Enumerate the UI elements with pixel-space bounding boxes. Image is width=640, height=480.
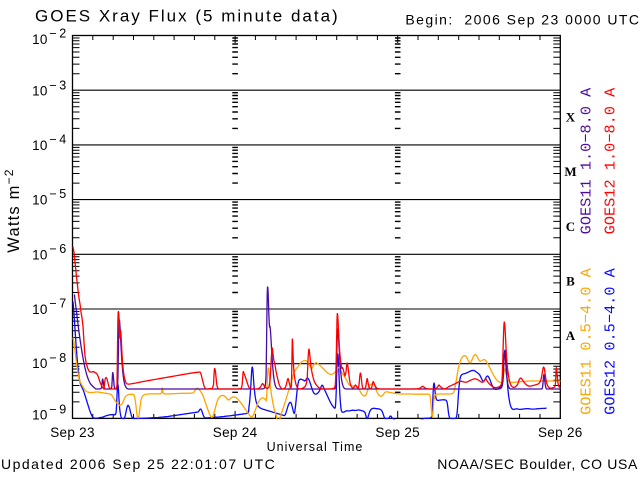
svg-text:10: 10 <box>32 356 48 371</box>
svg-text:−3: −3 <box>49 78 68 92</box>
svg-text:−9: −9 <box>49 402 68 416</box>
svg-text:10: 10 <box>32 408 48 423</box>
svg-text:X: X <box>566 110 576 125</box>
svg-text:−6: −6 <box>49 242 68 256</box>
svg-text:GOES11 1.0−8.0 A: GOES11 1.0−8.0 A <box>577 87 595 234</box>
svg-text:M: M <box>564 164 576 179</box>
svg-text:Begin: 2006 Sep 23 0000 UTC: Begin: 2006 Sep 23 0000 UTC <box>405 11 640 27</box>
svg-text:Sep 23: Sep 23 <box>50 425 95 440</box>
svg-text:10: 10 <box>32 302 48 317</box>
svg-text:Sep 25: Sep 25 <box>375 425 420 440</box>
svg-text:A: A <box>566 328 576 343</box>
svg-text:−5: −5 <box>49 187 68 201</box>
svg-text:Universal Time: Universal Time <box>267 440 364 454</box>
svg-text:Sep 24: Sep 24 <box>213 425 258 440</box>
svg-text:10: 10 <box>32 84 48 99</box>
svg-text:GOES Xray Flux (5 minute data): GOES Xray Flux (5 minute data) <box>35 7 340 26</box>
svg-text:−8: −8 <box>49 351 68 365</box>
svg-text:−2: −2 <box>49 27 68 41</box>
svg-text:−7: −7 <box>49 297 68 311</box>
svg-text:10: 10 <box>32 32 48 47</box>
svg-text:GOES12 0.5−4.0 A: GOES12 0.5−4.0 A <box>601 267 619 414</box>
svg-text:10: 10 <box>32 247 48 262</box>
svg-text:B: B <box>566 274 575 289</box>
svg-text:C: C <box>566 219 575 234</box>
svg-text:Sep 26: Sep 26 <box>538 425 583 440</box>
svg-text:−4: −4 <box>49 133 68 147</box>
svg-text:GOES11 0.5−4.0 A: GOES11 0.5−4.0 A <box>577 267 595 414</box>
svg-text:Watts m−2: Watts m−2 <box>2 168 23 252</box>
svg-text:NOAA/SEC Boulder, CO USA: NOAA/SEC Boulder, CO USA <box>437 456 638 472</box>
svg-text:Updated 2006 Sep 25 22:01:07 U: Updated 2006 Sep 25 22:01:07 UTC <box>1 456 276 472</box>
svg-text:10: 10 <box>32 193 48 208</box>
svg-text:10: 10 <box>32 138 48 153</box>
svg-text:GOES12 1.0−8.0 A: GOES12 1.0−8.0 A <box>601 87 619 234</box>
